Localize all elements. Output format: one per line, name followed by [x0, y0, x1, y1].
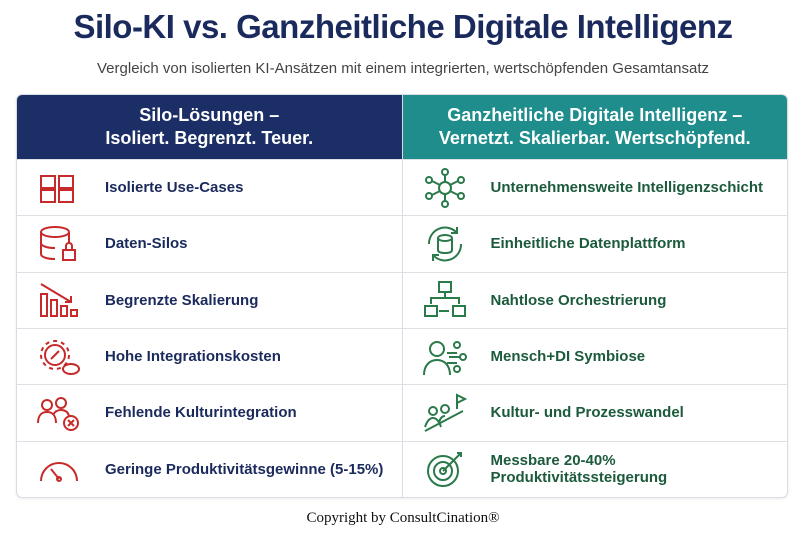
comparison-table: Silo-Lösungen – Isoliert. Begrenzt. Teuer… — [16, 94, 788, 498]
heading-line: Isoliert. Begrenzt. Teuer. — [105, 128, 314, 148]
column-heading: Silo-Lösungen – Isoliert. Begrenzt. Teuer… — [17, 95, 402, 159]
icon — [424, 167, 465, 208]
row: Einheitliche Datenplattform — [402, 215, 787, 271]
icon — [427, 226, 462, 262]
row-label: Fehlende Kulturintegration — [105, 404, 297, 422]
icon — [423, 393, 467, 432]
icon — [37, 396, 79, 431]
icon — [40, 174, 74, 203]
column-heading: Ganzheitliche Digitale Intelligenz – Vern… — [402, 95, 787, 159]
heading-line: Ganzheitliche Digitale Intelligenz – — [447, 105, 743, 125]
row: Begrenzte Skalierung — [17, 271, 402, 328]
icon — [426, 452, 462, 488]
row: Messbare 20-40% Produktivitätssteigerung — [402, 440, 787, 497]
row-label: Nahtlose Orchestrierung — [490, 291, 667, 309]
column: Silo-Lösungen – Isoliert. Begrenzt. Teuer… — [17, 95, 402, 497]
row: Unternehmensweite Intelligenzschicht — [402, 159, 787, 215]
icon — [40, 339, 80, 375]
icon — [40, 462, 78, 483]
row-label: Kultur- und Prozesswandel — [490, 404, 684, 422]
row: Daten-Silos — [17, 215, 402, 271]
heading-line: Silo-Lösungen – — [139, 105, 280, 125]
icon — [40, 225, 76, 261]
icon — [40, 283, 78, 318]
column: Ganzheitliche Digitale Intelligenz – Vern… — [401, 95, 787, 497]
row-label: Geringe Produktivitätsgewinne (5-15%) — [105, 460, 384, 478]
row-label: Unternehmensweite Intelligenzschicht — [490, 179, 764, 197]
icon — [423, 281, 466, 318]
heading-line: Vernetzt. Skalierbar. Wertschöpfend. — [438, 128, 751, 148]
row-label: Daten-Silos — [105, 235, 188, 253]
subtitle: Vergleich von isolierten KI-Ansätzen mit… — [97, 60, 709, 77]
row: Kultur- und Prozesswandel — [402, 384, 787, 440]
row-label: Einheitliche Datenplattform — [490, 235, 686, 253]
row: Hohe Integrationskosten — [17, 327, 402, 384]
row-label: Begrenzte Skalierung — [105, 291, 259, 309]
copyright: Copyright by ConsultCination® — [306, 510, 500, 526]
row: Isolierte Use-Cases — [17, 159, 402, 215]
row: Geringe Produktivitätsgewinne (5-15%) — [17, 440, 402, 497]
row-label: Messbare 20-40% Produktivitätssteigerung — [490, 452, 668, 487]
row-label: Hohe Integrationskosten — [105, 348, 281, 366]
row: Mensch+DI Symbiose — [402, 327, 787, 384]
row-label: Isolierte Use-Cases — [105, 179, 244, 197]
row-label: Mensch+DI Symbiose — [490, 348, 646, 366]
title: Silo-KI vs. Ganzheitliche Digitale Intel… — [73, 8, 733, 45]
row: Fehlende Kulturintegration — [17, 384, 402, 440]
row: Nahtlose Orchestrierung — [402, 271, 787, 328]
icon — [422, 340, 467, 375]
